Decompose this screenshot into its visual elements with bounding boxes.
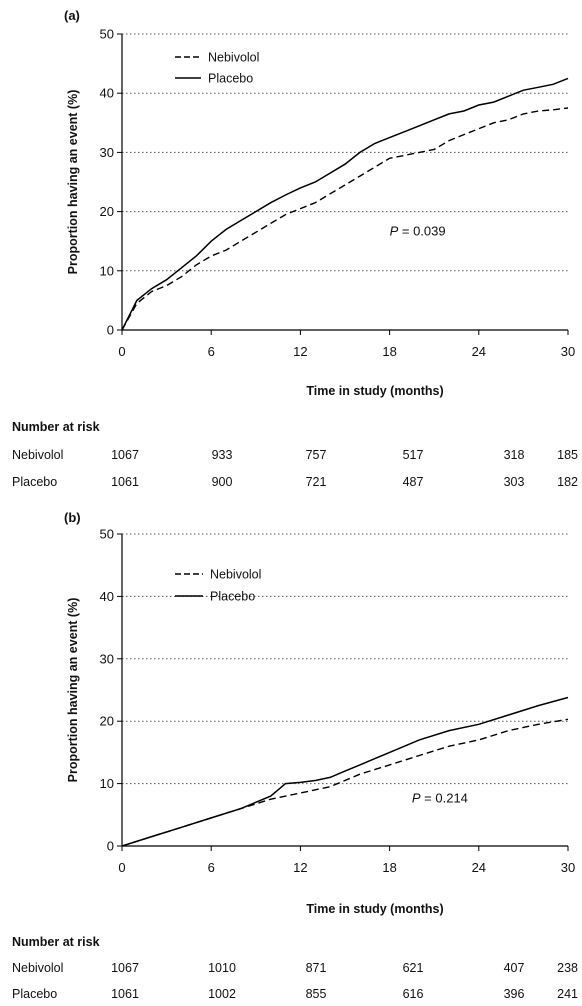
x-tick-label: 24 (472, 344, 486, 359)
risk-cell-value: 1061 (111, 987, 139, 1001)
legend-label-placebo: Placebo (210, 590, 255, 604)
y-tick-label: 50 (100, 27, 114, 42)
y-tick-label: 0 (107, 323, 114, 338)
y-tick-label: 40 (100, 86, 114, 101)
risk-row-label: Nebivolol (12, 961, 63, 975)
risk-cell-value: 1067 (111, 961, 139, 975)
legend-label-nebivolol: Nebivolol (210, 568, 261, 582)
risk-cell-value: 933 (212, 448, 233, 462)
y-tick-label: 50 (100, 527, 114, 542)
risk-cell-value: 487 (403, 475, 424, 489)
panel-label: (a) (64, 8, 80, 23)
risk-cell-value: 1010 (208, 961, 236, 975)
series-line-placebo (121, 77, 569, 331)
x-tick-label: 24 (472, 860, 486, 875)
risk-row-label: Nebivolol (12, 448, 63, 462)
risk-cell-value: 396 (504, 987, 525, 1001)
risk-cell-value: 238 (557, 961, 578, 975)
y-tick-label: 20 (100, 714, 114, 729)
x-tick-label: 18 (382, 860, 396, 875)
x-tick-label: 6 (208, 860, 215, 875)
x-axis-title: Time in study (months) (306, 902, 443, 916)
risk-cell-value: 855 (306, 987, 327, 1001)
x-tick-label: 30 (561, 860, 575, 875)
risk-cell-value: 303 (504, 475, 525, 489)
risk-table-title: Number at risk (12, 420, 100, 434)
risk-cell-value: 1002 (208, 987, 236, 1001)
x-tick-label: 30 (561, 344, 575, 359)
series-line-placebo (121, 696, 569, 847)
y-axis-title: Proportion having an event (%) (66, 90, 80, 275)
y-axis-title: Proportion having an event (%) (66, 598, 80, 783)
y-tick-label: 10 (100, 263, 114, 278)
series-line-nebivolol (121, 718, 569, 847)
risk-cell-value: 757 (306, 448, 327, 462)
x-tick-label: 18 (382, 344, 396, 359)
risk-cell-value: 1061 (111, 475, 139, 489)
x-tick-label: 6 (208, 344, 215, 359)
risk-cell-value: 185 (557, 448, 578, 462)
risk-cell-value: 900 (212, 475, 233, 489)
risk-row-label: Placebo (12, 475, 57, 489)
risk-cell-value: 621 (403, 961, 424, 975)
risk-cell-value: 182 (557, 475, 578, 489)
x-tick-label: 0 (118, 860, 125, 875)
x-tick-label: 12 (293, 344, 307, 359)
series-line-nebivolol (121, 107, 569, 331)
y-tick-label: 40 (100, 589, 114, 604)
risk-cell-value: 1067 (111, 448, 139, 462)
p-value-annotation: P = 0.039 (390, 223, 446, 238)
risk-cell-value: 318 (504, 448, 525, 462)
risk-cell-value: 241 (557, 987, 578, 1001)
legend-label-nebivolol: Nebivolol (208, 51, 259, 65)
y-tick-label: 0 (107, 839, 114, 854)
y-tick-label: 10 (100, 776, 114, 791)
p-value-annotation: P = 0.214 (412, 790, 468, 805)
panel-label: (b) (64, 510, 81, 525)
y-tick-label: 30 (100, 651, 114, 666)
risk-cell-value: 517 (403, 448, 424, 462)
risk-table-title: Number at risk (12, 935, 100, 949)
risk-row-label: Placebo (12, 987, 57, 1001)
y-tick-label: 30 (100, 145, 114, 160)
y-tick-label: 20 (100, 204, 114, 219)
risk-cell-value: 616 (403, 987, 424, 1001)
x-axis-title: Time in study (months) (306, 384, 443, 398)
risk-cell-value: 721 (306, 475, 327, 489)
risk-cell-value: 407 (504, 961, 525, 975)
x-tick-label: 0 (118, 344, 125, 359)
legend-label-placebo: Placebo (208, 72, 253, 86)
x-tick-label: 12 (293, 860, 307, 875)
risk-cell-value: 871 (306, 961, 327, 975)
